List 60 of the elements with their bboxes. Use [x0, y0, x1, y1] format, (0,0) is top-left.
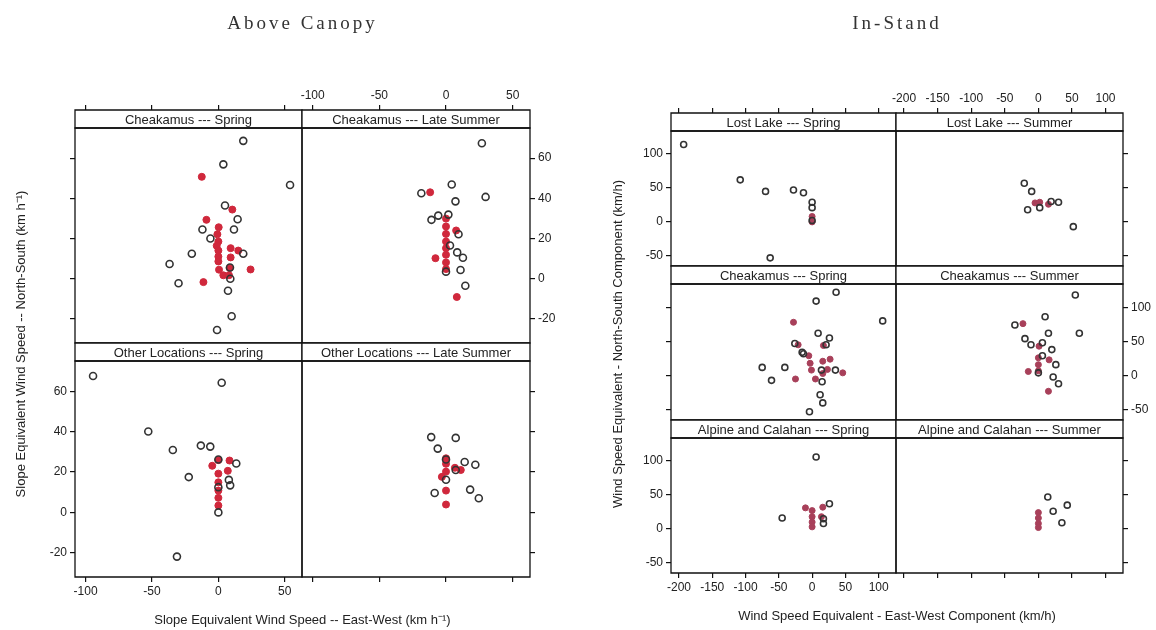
y-tick-label: 20 — [538, 230, 552, 245]
x-tick-label: -200 — [666, 579, 692, 594]
x-tick-label: -50 — [996, 91, 1014, 106]
y-tick-label: 100 — [642, 453, 664, 468]
chart-title: Cheakamus --- Spring — [124, 111, 253, 127]
x-tick-label: 100 — [1095, 91, 1116, 106]
x-tick-label: 0 — [1035, 91, 1043, 106]
x-tick-label: -150 — [925, 91, 950, 106]
x-tick-label: 50 — [838, 579, 853, 594]
y-tick-label: 40 — [538, 190, 552, 205]
y-tick-label: 0 — [1131, 367, 1138, 382]
y-axis-title: Slope Equivalent Wind Speed -- North-South (km h⁻¹) — [12, 190, 29, 497]
x-axis-title: Slope Equivalent Wind Speed -- East-West (km h⁻¹) — [154, 611, 451, 628]
y-tick-label: 60 — [538, 150, 552, 165]
y-tick-label: 50 — [1131, 333, 1145, 348]
chart-title: Other Locations --- Spring — [113, 344, 264, 360]
y-tick-label: 0 — [656, 521, 664, 536]
x-tick-label: -50 — [143, 583, 161, 598]
x-tick-label: 50 — [1065, 91, 1079, 106]
x-axis-title: Wind Speed Equivalent - East-West Component (km/h) — [738, 608, 1056, 623]
x-tick-label: -100 — [959, 91, 984, 106]
x-tick-label: -100 — [300, 88, 325, 103]
x-tick-label: -50 — [370, 88, 389, 103]
x-tick-label: -200 — [892, 91, 917, 106]
chart-title: Cheakamus --- Spring — [719, 267, 848, 283]
text: Above Canopy — [227, 12, 378, 34]
x-tick-label: -100 — [733, 579, 758, 594]
y-tick-label: 60 — [53, 383, 68, 398]
x-tick-label: 50 — [505, 88, 520, 103]
x-tick-label: -100 — [73, 583, 98, 598]
chart-title: Alpine and Calahan --- Summer — [918, 421, 1102, 437]
x-tick-label: 50 — [278, 583, 292, 598]
x-tick-label: 0 — [442, 88, 450, 103]
y-tick-label: -20 — [538, 311, 556, 326]
chart-title: Lost Lake --- Spring — [726, 114, 841, 130]
x-tick-label: 0 — [215, 583, 223, 598]
chart-title: Cheakamus --- Late Summer — [332, 111, 501, 127]
y-tick-label: 100 — [1131, 299, 1152, 314]
text: In-Stand — [852, 12, 942, 34]
y-tick-label: 50 — [649, 180, 664, 195]
chart-title: Cheakamus --- Summer — [940, 267, 1080, 283]
y-tick-label: 20 — [53, 464, 68, 479]
chart-title: Other Locations --- Late Summer — [320, 344, 512, 360]
y-tick-label: 0 — [538, 271, 545, 286]
x-tick-label: -150 — [700, 579, 725, 594]
y-tick-label: 40 — [53, 423, 68, 438]
y-tick-label: 50 — [649, 487, 664, 502]
y-tick-label: -50 — [1131, 402, 1149, 417]
x-tick-label: 100 — [868, 579, 890, 594]
y-tick-label: 0 — [60, 504, 68, 519]
chart-title: Alpine and Calahan --- Spring — [697, 421, 870, 437]
y-tick-label: 100 — [642, 146, 664, 161]
x-tick-label: -50 — [770, 579, 788, 594]
y-tick-label: -20 — [49, 545, 68, 560]
y-tick-label: 0 — [656, 214, 664, 229]
x-tick-label: 0 — [808, 579, 816, 594]
y-axis-title: Wind Speed Equivalent - North-South Component (km/h) — [609, 179, 625, 508]
chart-title: Lost Lake --- Summer — [946, 114, 1074, 130]
y-tick-label: -50 — [645, 555, 664, 570]
y-tick-label: -50 — [645, 248, 664, 263]
